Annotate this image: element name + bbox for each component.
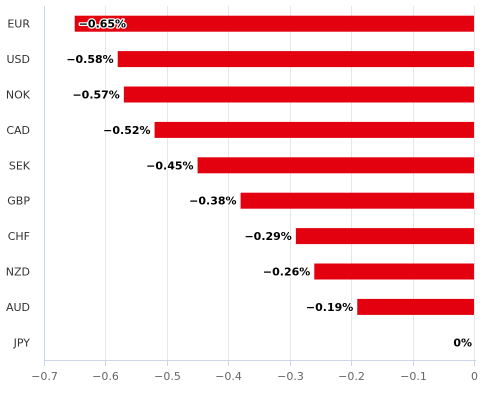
category-label: EUR (7, 18, 30, 31)
labels: −0.7 −0.6 −0.5 −0.4 −0.3 −0.2 −0.1 0 EUR −0.65% US… (6, 16, 478, 383)
category-label: NZD (6, 266, 30, 279)
data-label: −0.58% (66, 53, 113, 66)
x-tick-label: −0.1 (400, 370, 427, 383)
data-label: −0.29% (244, 230, 291, 243)
bar (74, 15, 474, 32)
data-label: −0.45% (146, 159, 193, 172)
bar (117, 51, 474, 68)
category-label: NOK (6, 89, 31, 102)
data-label: 0% (453, 336, 472, 349)
category-label: AUD (6, 301, 30, 314)
x-tick-label: −0.5 (154, 370, 181, 383)
category-label: CHF (8, 230, 30, 243)
category-label: SEK (9, 159, 31, 172)
bar (123, 86, 474, 103)
bar (197, 157, 475, 174)
bar (295, 228, 474, 245)
bar (240, 192, 474, 209)
bar (314, 263, 474, 280)
x-tick-label: −0.7 (31, 370, 58, 383)
x-tick-label: −0.2 (338, 370, 365, 383)
data-label: −0.26% (263, 266, 310, 279)
category-label: JPY (13, 336, 31, 349)
bars (74, 15, 475, 315)
x-tick-label: −0.3 (277, 370, 304, 383)
bar (154, 121, 475, 138)
axes (44, 6, 476, 366)
x-tick-label: −0.4 (215, 370, 242, 383)
data-label: −0.65% (79, 18, 126, 31)
category-label: CAD (6, 124, 30, 137)
data-label: −0.38% (189, 195, 236, 208)
data-label: −0.52% (103, 124, 150, 137)
x-tick-label: −0.6 (92, 370, 119, 383)
x-tick-label: 0 (471, 370, 478, 383)
category-label: GBP (7, 195, 30, 208)
data-label: −0.57% (72, 89, 119, 102)
data-label: −0.19% (306, 301, 353, 314)
category-label: USD (6, 53, 30, 66)
bar (357, 298, 474, 315)
